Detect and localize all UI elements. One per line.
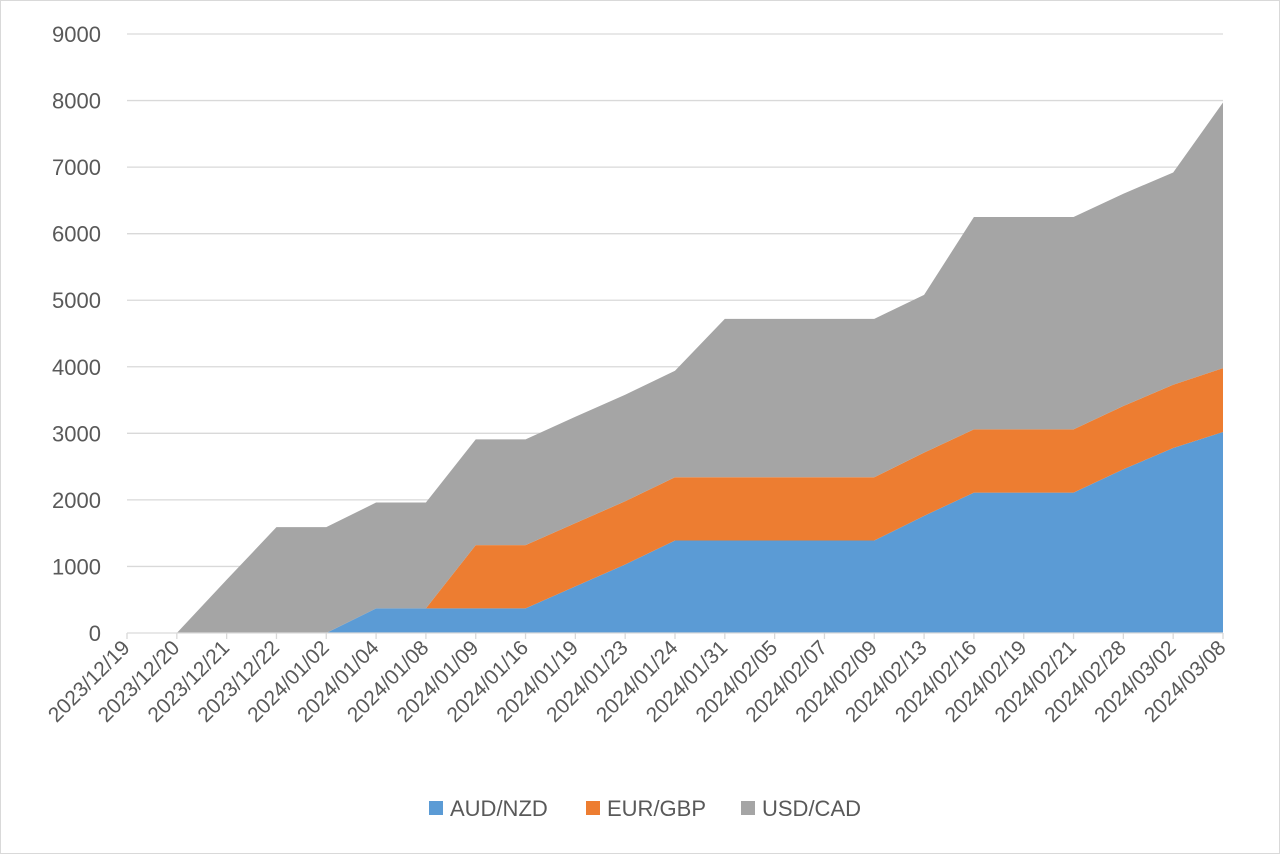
legend-swatch (741, 801, 755, 815)
y-tick-label: 0 (89, 621, 101, 646)
y-tick-label: 9000 (52, 22, 101, 47)
x-axis (126, 632, 1224, 639)
y-tick-label: 7000 (52, 155, 101, 180)
gridlines (127, 33, 1223, 568)
legend-label: EUR/GBP (607, 796, 706, 821)
area-series (176, 102, 1223, 634)
legend-label: USD/CAD (762, 796, 861, 821)
y-tick-label: 5000 (52, 288, 101, 313)
y-tick-label: 4000 (52, 355, 101, 380)
area-aud-nzd (176, 432, 1223, 633)
legend-item: AUD/NZD (429, 796, 548, 821)
legend-swatch (586, 801, 600, 815)
y-tick-label: 8000 (52, 89, 101, 114)
area-usd-cad (176, 102, 1223, 634)
y-axis-tick-labels: 0 1000 2000 3000 4000 5000 6000 7000 8000 9000 (52, 22, 101, 646)
y-tick-label: 6000 (52, 222, 101, 247)
legend-swatch (429, 801, 443, 815)
legend-label: AUD/NZD (450, 796, 548, 821)
y-tick-label: 1000 (52, 554, 101, 579)
y-tick-label: 3000 (52, 421, 101, 446)
area-eur-gbp (176, 368, 1223, 633)
x-axis-tick-labels: 2023/12/192023/12/202023/12/212023/12/22… (44, 636, 1231, 727)
legend: AUD/NZD EUR/GBP USD/CAD (429, 796, 861, 821)
legend-item: USD/CAD (741, 796, 861, 821)
y-tick-label: 2000 (52, 488, 101, 513)
legend-item: EUR/GBP (586, 796, 706, 821)
